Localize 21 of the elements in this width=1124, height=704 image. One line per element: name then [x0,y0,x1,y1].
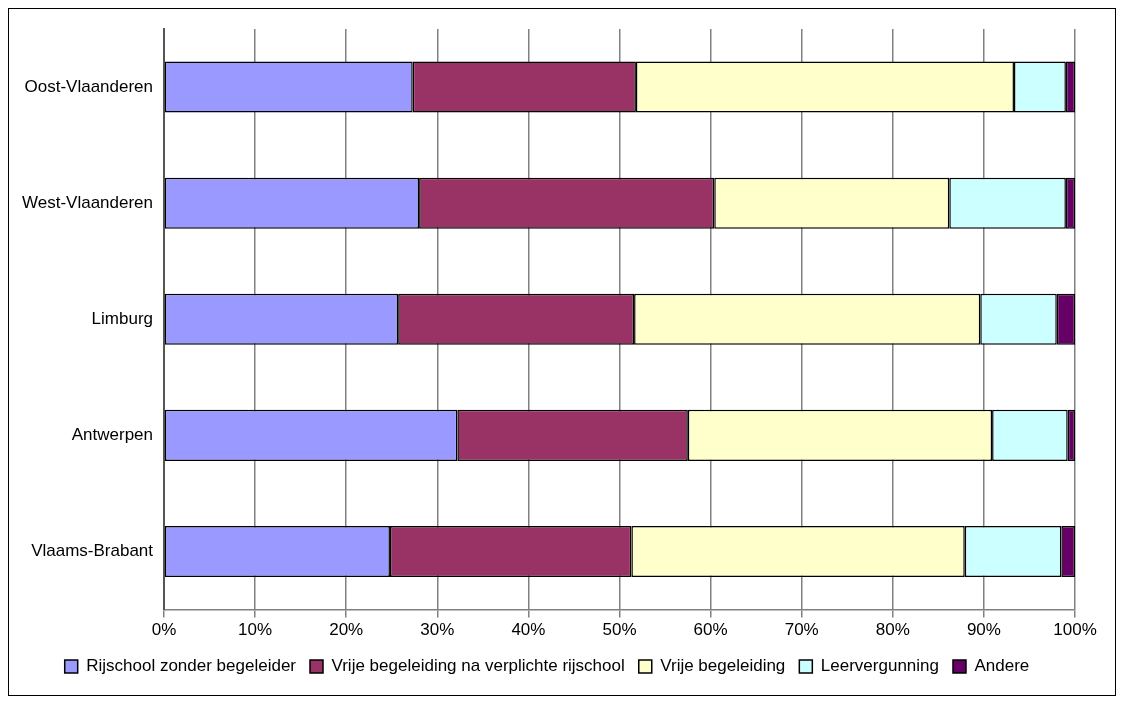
legend-label: Vrije begeleiding na verplichte rijschool [331,656,625,676]
y-tick-label: Limburg [91,308,154,328]
legend-label: Leervergunning [820,656,939,676]
x-tick-label: 60% [693,620,728,640]
x-tick-label: 40% [511,620,546,640]
y-tick-label: Antwerpen [71,425,154,445]
x-tick-label: 0% [151,620,177,640]
legend-label: Andere [974,656,1030,676]
x-tick-label: 50% [602,620,637,640]
x-tick-label: 80% [875,620,910,640]
x-tick-label: 30% [420,620,455,640]
x-tick-label: 20% [329,620,364,640]
x-tick-label: 100% [1053,620,1097,640]
legend-label: Rijschool zonder begeleider [86,656,297,676]
y-tick-label: Vlaams-Brabant [31,541,154,561]
y-tick-label: West-Vlaanderen [21,192,154,212]
x-tick-label: 10% [238,620,273,640]
y-tick-label: Oost-Vlaanderen [24,76,154,96]
x-tick-label: 70% [784,620,819,640]
x-tick-label: 90% [966,620,1001,640]
legend-label: Vrije begeleiding [660,656,786,676]
